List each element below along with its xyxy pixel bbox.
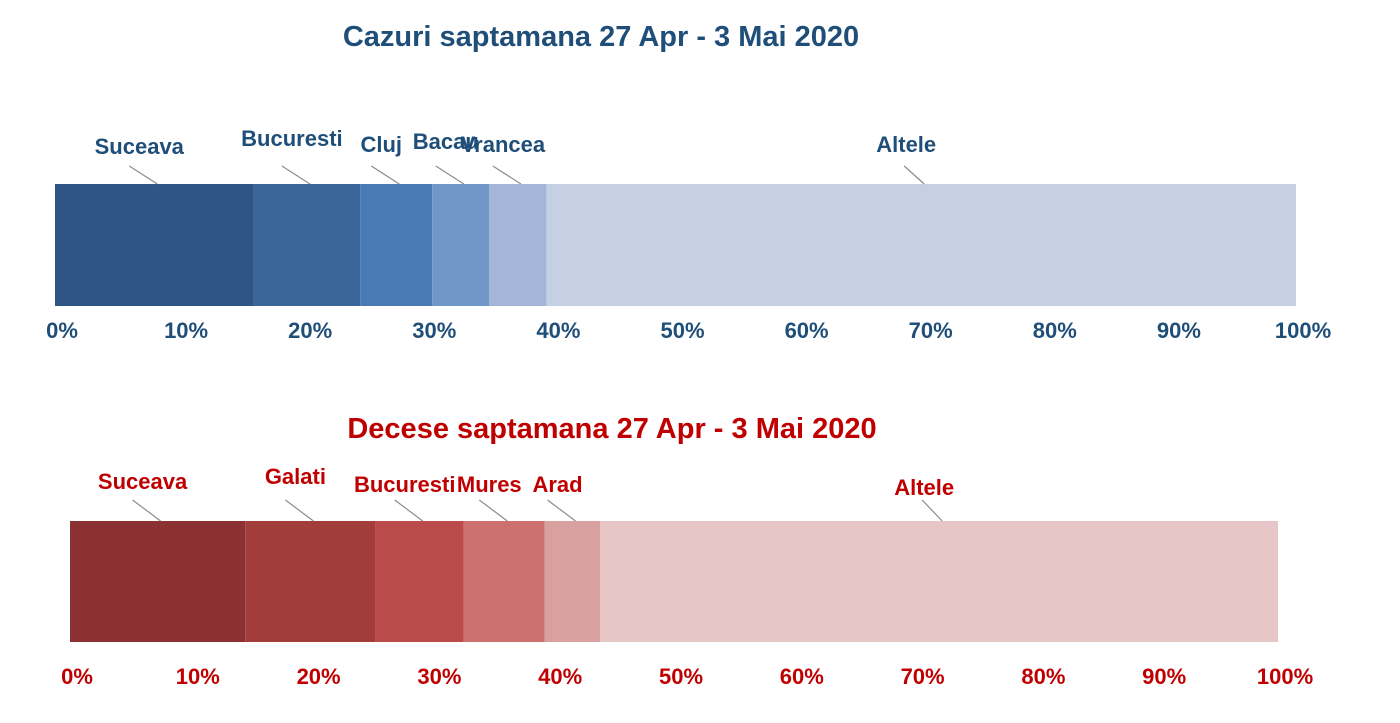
cases-tick-label: 0% <box>46 318 78 343</box>
cases-segment-bacau <box>432 184 490 306</box>
cases-tick-label: 20% <box>288 318 332 343</box>
cases-tick-label: 80% <box>1033 318 1077 343</box>
cases-leader-line-bucuresti <box>281 165 311 185</box>
deaths-tick-label: 80% <box>1021 664 1065 689</box>
cases-leader-line-vrancea <box>492 165 522 185</box>
deaths-tick-label: 100% <box>1257 664 1313 689</box>
deaths-tick-label: 90% <box>1142 664 1186 689</box>
deaths-leader-line-arad <box>547 499 576 522</box>
deaths-tick-label: 70% <box>901 664 945 689</box>
deaths-leader-line-suceava <box>132 499 161 522</box>
deaths-label-altele: Altele <box>894 475 954 500</box>
cases-tick-label: 30% <box>412 318 456 343</box>
cases-label-vrancea: Vrancea <box>461 132 546 157</box>
deaths-chart-title: Decese saptamana 27 Apr - 3 Mai 2020 <box>347 413 876 445</box>
deaths-tick-label: 40% <box>538 664 582 689</box>
cases-leader-line-cluj <box>370 165 400 185</box>
deaths-leader-line-bucuresti <box>394 499 424 522</box>
deaths-label-galati: Galati <box>265 464 326 489</box>
deaths-segment-suceava <box>70 521 246 642</box>
cases-leader-line-suceava <box>128 165 158 185</box>
cases-label-bacau: Bacau <box>413 129 479 154</box>
cases-tick-label: 100% <box>1275 318 1331 343</box>
deaths-tick-label: 20% <box>297 664 341 689</box>
deaths-segment-mures <box>463 521 545 642</box>
deaths-tick-label: 0% <box>61 664 93 689</box>
cases-chart-title: Cazuri saptamana 27 Apr - 3 Mai 2020 <box>343 21 859 53</box>
deaths-leader-line-galati <box>285 499 314 522</box>
cases-tick-label: 40% <box>536 318 580 343</box>
deaths-tick-label: 50% <box>659 664 703 689</box>
deaths-label-suceava: Suceava <box>98 469 188 494</box>
cases-segment-cluj <box>360 184 433 306</box>
deaths-chart: Decese saptamana 27 Apr - 3 Mai 2020 Suce… <box>61 413 1313 689</box>
deaths-segment-bucuresti <box>375 521 464 642</box>
cases-leader-line-bacau <box>435 165 465 185</box>
cases-chart: Cazuri saptamana 27 Apr - 3 Mai 2020 Suce… <box>46 21 1331 343</box>
cases-label-cluj: Cluj <box>360 132 402 157</box>
cases-tick-label: 60% <box>785 318 829 343</box>
cases-label-suceava: Suceava <box>95 134 185 159</box>
deaths-leader-line-mures <box>478 499 508 522</box>
deaths-tick-label: 30% <box>417 664 461 689</box>
cases-label-altele: Altele <box>876 132 936 157</box>
cases-tick-label: 50% <box>660 318 704 343</box>
deaths-tick-label: 60% <box>780 664 824 689</box>
deaths-label-bucuresti: Bucuresti <box>354 472 455 497</box>
deaths-segment-arad <box>544 521 601 642</box>
cases-label-bucuresti: Bucuresti <box>241 126 342 151</box>
cases-segment-bucuresti <box>253 184 361 306</box>
cases-leader-line-altele <box>903 165 925 185</box>
deaths-leader-line-altele <box>921 499 943 522</box>
deaths-label-mures: Mures <box>457 472 522 497</box>
deaths-tick-label: 10% <box>176 664 220 689</box>
cases-segment-vrancea <box>489 184 547 306</box>
deaths-segment-altele <box>600 521 1278 642</box>
cases-segment-suceava <box>55 184 254 306</box>
cases-tick-label: 90% <box>1157 318 1201 343</box>
cases-tick-label: 10% <box>164 318 208 343</box>
deaths-label-arad: Arad <box>532 472 582 497</box>
cases-segment-altele <box>546 184 1296 306</box>
deaths-segment-galati <box>245 521 376 642</box>
cases-tick-label: 70% <box>909 318 953 343</box>
